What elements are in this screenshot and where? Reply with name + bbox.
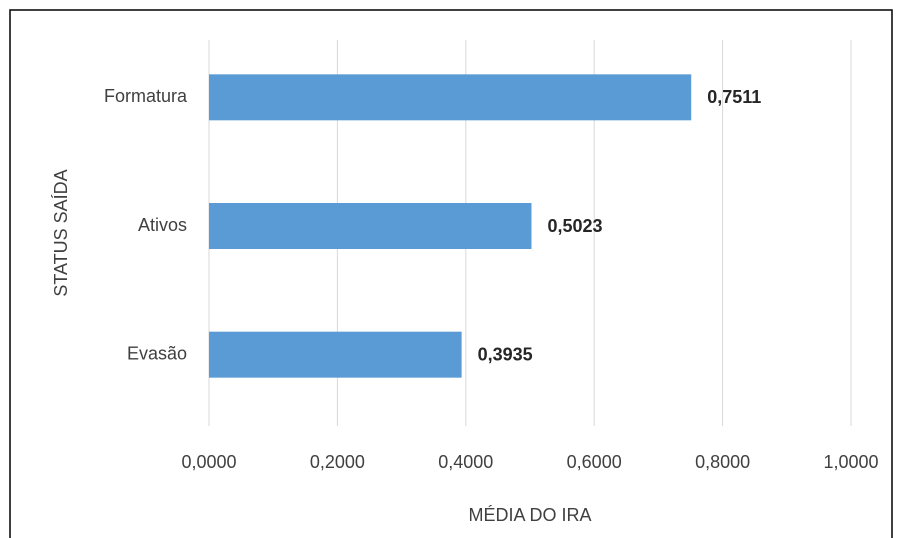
value-label: 0,5023: [547, 216, 602, 236]
chart-border: [9, 9, 893, 538]
y-axis-title: STATUS SAÍDA: [51, 169, 71, 296]
bar: [209, 203, 532, 249]
y-tick-label: Ativos: [138, 215, 187, 235]
x-tick-label: 0,0000: [181, 452, 236, 472]
y-tick-label: Evasão: [127, 343, 187, 363]
value-label: 0,3935: [478, 344, 533, 364]
value-label: 0,7511: [707, 87, 761, 107]
x-axis-title: MÉDIA DO IRA: [468, 505, 591, 525]
x-tick-label: 0,2000: [310, 452, 365, 472]
bar: [209, 74, 692, 121]
x-tick-label: 1,0000: [823, 452, 878, 472]
x-tick-label: 0,6000: [567, 452, 622, 472]
bar: [209, 331, 462, 378]
y-tick-label: Formatura: [104, 86, 188, 106]
x-tick-label: 0,4000: [438, 452, 493, 472]
x-tick-label: 0,8000: [695, 452, 750, 472]
